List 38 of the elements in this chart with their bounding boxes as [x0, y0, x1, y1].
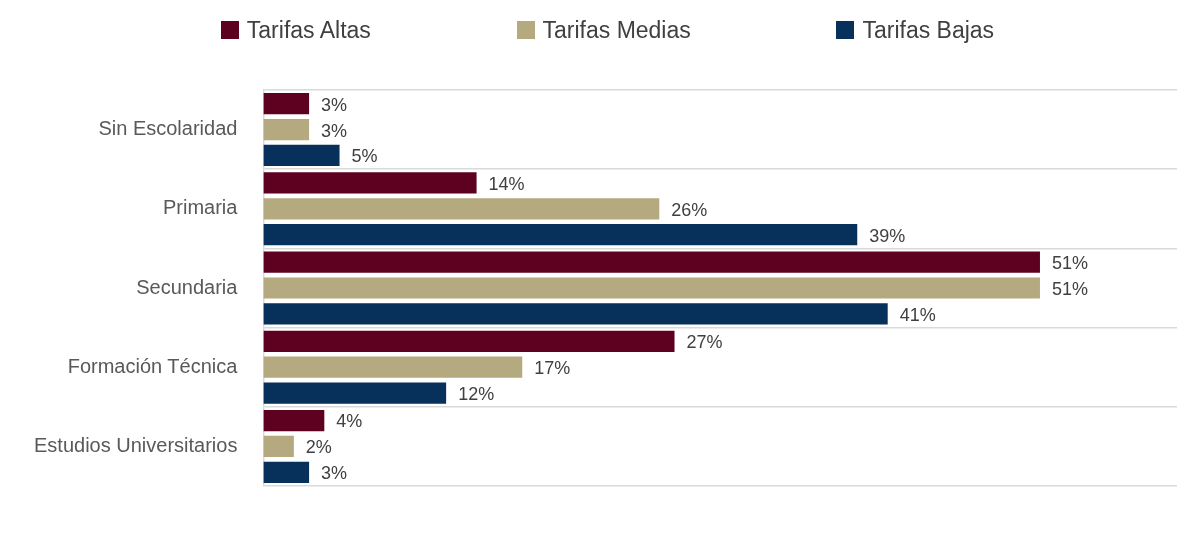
bar — [263, 330, 675, 352]
bar — [263, 198, 660, 220]
bar — [263, 224, 858, 246]
data-label: 26% — [671, 199, 708, 220]
data-label: 14% — [488, 173, 525, 194]
y-tick-label: Sin Escolaridad — [98, 117, 238, 140]
bar — [263, 356, 523, 378]
bar — [263, 303, 888, 325]
bar — [263, 251, 1040, 273]
legend-label: Tarifas Medias — [542, 16, 691, 44]
bar — [263, 93, 310, 115]
data-label: 39% — [869, 225, 906, 246]
bar — [263, 277, 1040, 299]
data-label: 51% — [1051, 278, 1088, 299]
y-tick-label: Primaria — [162, 196, 239, 219]
y-tick-label: Formación Técnica — [67, 354, 239, 377]
bar — [263, 435, 294, 458]
bar — [263, 461, 310, 483]
bar — [263, 409, 325, 432]
bar — [263, 144, 340, 167]
data-label: 41% — [899, 304, 936, 325]
data-label: 27% — [686, 332, 723, 353]
legend-label: Tarifas Altas — [246, 16, 371, 44]
legend-label: Tarifas Bajas — [862, 16, 995, 44]
data-label: 4% — [336, 411, 363, 432]
bar — [263, 172, 477, 194]
bar — [263, 382, 447, 404]
data-label: 51% — [1051, 253, 1088, 274]
bar — [263, 118, 310, 141]
data-label: 3% — [321, 94, 348, 115]
data-label: 3% — [321, 120, 348, 141]
y-tick-label: Estudios Universitarios — [33, 433, 238, 456]
data-label: 17% — [534, 358, 571, 379]
data-label: 12% — [458, 384, 495, 405]
data-label: 2% — [305, 437, 332, 458]
data-label: 3% — [321, 463, 348, 484]
y-tick-label: Secundaria — [136, 275, 239, 298]
data-label: 5% — [351, 146, 378, 167]
